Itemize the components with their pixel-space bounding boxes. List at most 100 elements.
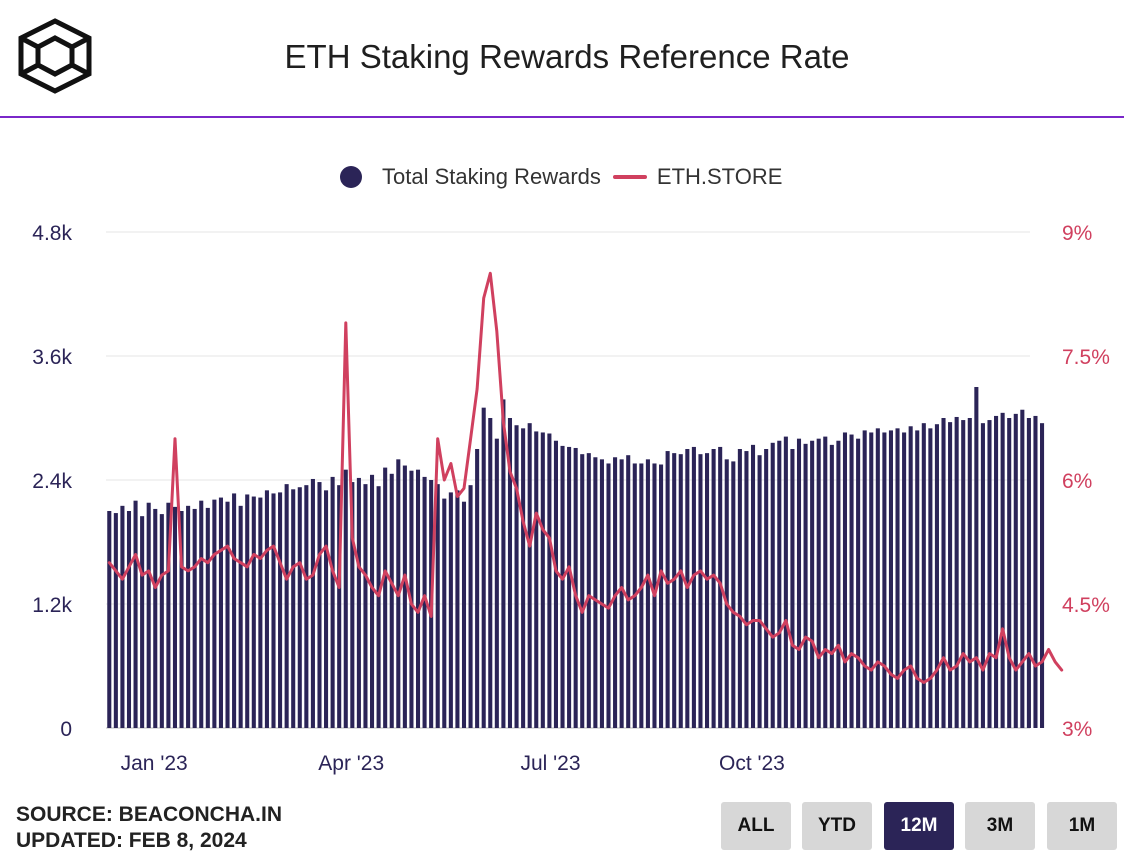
header-divider xyxy=(0,116,1124,118)
bar xyxy=(422,476,427,728)
bar xyxy=(356,477,361,728)
range-button-3m[interactable]: 3M xyxy=(965,802,1035,850)
bar xyxy=(205,507,210,728)
left-axis-tick-label: 2.4k xyxy=(32,470,72,493)
bar xyxy=(1013,413,1018,728)
bar xyxy=(383,467,388,728)
bar xyxy=(350,482,355,728)
legend-bars-label[interactable]: Total Staking Rewards xyxy=(382,164,601,189)
bar xyxy=(711,449,716,728)
bar xyxy=(343,469,348,728)
line-series xyxy=(107,271,1064,684)
bar xyxy=(586,453,591,728)
bar xyxy=(869,432,874,728)
bar xyxy=(659,464,664,728)
left-axis-tick-label: 4.8k xyxy=(32,222,72,245)
bar xyxy=(613,457,618,728)
bars-series xyxy=(107,387,1045,728)
bar xyxy=(501,399,506,728)
bar xyxy=(698,454,703,728)
bar xyxy=(599,459,604,728)
bar xyxy=(928,428,933,728)
bar xyxy=(317,482,322,728)
source-note: SOURCE: BEACONCHA.IN UPDATED: FEB 8, 202… xyxy=(16,802,282,854)
legend-bars-marker[interactable] xyxy=(340,166,362,188)
bar xyxy=(980,423,985,728)
bar xyxy=(560,445,565,728)
bar xyxy=(481,407,486,728)
bar xyxy=(915,430,920,728)
x-axis-tick-label: Oct '23 xyxy=(719,752,785,775)
bar xyxy=(461,501,467,728)
bar xyxy=(829,444,834,728)
right-axis: 3% 4.5% 6% 7.5% 9% xyxy=(1062,222,1110,741)
bar xyxy=(737,449,742,728)
bar xyxy=(133,500,138,728)
bar xyxy=(750,444,756,728)
bar xyxy=(888,430,893,728)
bar xyxy=(593,457,598,728)
bar xyxy=(810,440,815,728)
range-button-12m[interactable]: 12M xyxy=(884,802,954,850)
bar xyxy=(284,484,289,728)
bar xyxy=(1026,418,1031,728)
bar xyxy=(153,508,158,728)
range-button-all[interactable]: ALL xyxy=(721,802,791,850)
bar xyxy=(678,454,683,728)
bar xyxy=(225,501,230,728)
bar xyxy=(212,499,217,728)
bar xyxy=(902,432,907,728)
legend-line-marker[interactable] xyxy=(612,175,647,179)
bar xyxy=(330,476,335,728)
bar xyxy=(159,514,164,728)
bar xyxy=(816,438,821,728)
bar xyxy=(954,416,959,728)
bar xyxy=(514,425,519,728)
legend-line-label[interactable]: ETH.STORE xyxy=(656,164,783,189)
bar xyxy=(337,485,342,728)
bar xyxy=(540,432,545,728)
bar xyxy=(580,454,585,728)
bar xyxy=(619,459,624,728)
bar xyxy=(777,440,782,728)
bar xyxy=(948,422,953,728)
bar xyxy=(140,516,145,728)
right-axis-tick-label: 7.5% xyxy=(1062,346,1110,369)
bar xyxy=(278,492,283,728)
bar xyxy=(1040,423,1045,728)
bar xyxy=(974,387,979,728)
bar xyxy=(251,496,256,728)
beaconcha-logo-icon xyxy=(18,18,92,94)
bar xyxy=(606,463,611,728)
bar xyxy=(573,447,578,728)
bar xyxy=(402,465,407,728)
bar xyxy=(770,442,775,728)
bar xyxy=(166,502,171,728)
bar xyxy=(468,485,473,728)
bar xyxy=(310,478,315,728)
bar xyxy=(304,485,309,728)
bar xyxy=(744,451,749,728)
bar xyxy=(448,492,453,728)
left-axis-tick-label: 0 xyxy=(60,718,72,741)
bar xyxy=(803,443,808,728)
bar xyxy=(172,506,178,728)
bar xyxy=(921,423,926,728)
bar xyxy=(442,498,447,728)
bar xyxy=(1000,412,1005,728)
bar xyxy=(672,453,677,728)
bar xyxy=(192,508,197,728)
bar xyxy=(849,434,854,728)
bar xyxy=(113,513,118,728)
bar xyxy=(1033,415,1038,728)
left-axis-tick-label: 1.2k xyxy=(32,594,72,617)
range-button-1m[interactable]: 1M xyxy=(1047,802,1117,850)
range-button-ytd[interactable]: YTD xyxy=(802,802,872,850)
bar xyxy=(705,453,710,728)
bar xyxy=(527,423,532,728)
bar xyxy=(823,436,828,728)
bar xyxy=(645,459,650,728)
x-axis: Jan '23 Apr '23 Jul '23 Oct '23 xyxy=(121,752,785,775)
bar xyxy=(1007,418,1012,728)
bar xyxy=(389,473,394,728)
